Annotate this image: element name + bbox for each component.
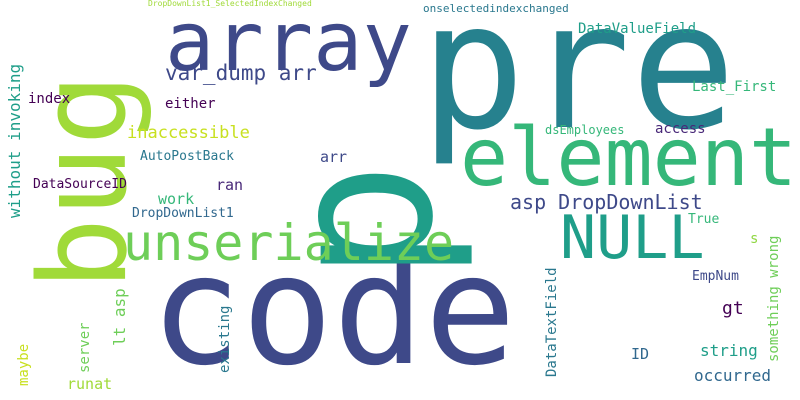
word-gt: gt [722, 298, 744, 319]
word-autopostback: AutoPostBack [140, 149, 234, 164]
word-code: code [150, 222, 517, 399]
word-maybe: maybe [16, 343, 32, 386]
word-index: index [28, 91, 71, 107]
word-without-invoking: without invoking [5, 63, 24, 218]
word-either: either [165, 96, 216, 112]
word-dropdownlist1: DropDownList1 [132, 206, 234, 221]
word-occurred: occurred [694, 366, 772, 385]
word-array: array [165, 0, 412, 90]
word-runat: runat [67, 375, 113, 393]
word-existing: existing [217, 305, 233, 373]
word-true: True [688, 212, 720, 227]
word-datatextfield: DataTextField [544, 267, 560, 377]
word-inaccessible: inaccessible [127, 123, 250, 143]
word-string: string [700, 341, 758, 360]
word-arr: arr [320, 148, 348, 166]
word-lt-asp: lt asp [110, 288, 129, 346]
word-datavaluefield: DataValueField [578, 21, 697, 37]
word-dropdownlist1-selectedindexchanged: DropDownList1_SelectedIndexChanged [148, 0, 312, 8]
word-work: work [158, 190, 195, 208]
word-server: server [77, 322, 93, 373]
word-ran: ran [216, 176, 244, 194]
word-unserialize: unserialize [123, 214, 455, 272]
word-s: s [750, 231, 759, 247]
word-pre: pre [420, 0, 737, 169]
word-access: access [655, 121, 706, 137]
word-datasourceid: DataSourceID [33, 177, 127, 192]
word-var-dump-arr: var_dump arr [165, 61, 317, 85]
word-id: ID [631, 345, 650, 363]
word-something-wrong: something wrong [766, 235, 782, 362]
word-element: element [460, 111, 798, 204]
word-last-first: Last_First [692, 79, 777, 95]
word-asp-dropdownlist: asp DropDownList [510, 190, 703, 214]
word-dsemployees: dsEmployees [545, 123, 625, 137]
word-onselectedindexchanged: onselectedindexchanged [423, 2, 569, 15]
word-empnum: EmpNum [692, 269, 739, 284]
word-null: NULL [560, 203, 705, 273]
